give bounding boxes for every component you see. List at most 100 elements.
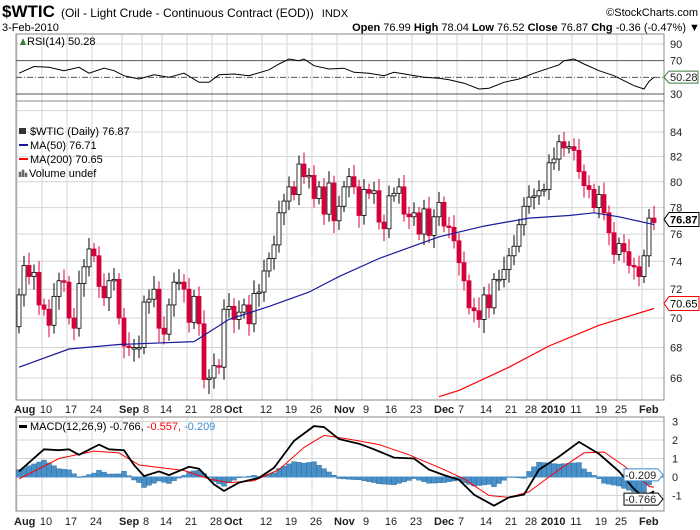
candle <box>526 185 532 214</box>
candle <box>581 164 587 198</box>
candle <box>521 197 527 236</box>
legend-ma50: MA(50) 76.71 <box>30 140 97 152</box>
candle-body <box>556 141 562 160</box>
candle <box>236 300 242 330</box>
candle <box>16 288 22 334</box>
x-tick-label: 25 <box>615 404 627 416</box>
exchange: INDX <box>322 8 349 20</box>
x-tick-label: 19 <box>285 404 297 416</box>
candle <box>66 275 72 325</box>
candle <box>46 299 52 338</box>
candle-body <box>391 192 397 197</box>
candle-body <box>611 232 617 255</box>
candle-body <box>401 186 407 215</box>
candle <box>161 316 167 345</box>
x-tick-label: 10 <box>40 516 52 528</box>
rsi-tick-label: 70 <box>670 56 682 68</box>
price-tick-label: 70 <box>670 313 682 325</box>
macd-legend-signal: -0.557, <box>147 421 181 433</box>
candle <box>311 165 317 208</box>
histogram-bar <box>426 476 432 484</box>
candle <box>561 131 567 157</box>
x-tick-label: 14 <box>160 516 172 528</box>
candle <box>226 293 232 318</box>
candle <box>486 283 492 318</box>
candle <box>51 283 57 334</box>
macd-tick-label: 3 <box>672 417 678 429</box>
candle <box>56 272 62 310</box>
candle-body <box>346 176 352 188</box>
high-value: 78.04 <box>441 22 469 34</box>
candle <box>411 202 417 226</box>
candle <box>196 286 202 336</box>
candle-body <box>206 377 212 380</box>
candle <box>431 209 437 249</box>
candle <box>366 183 372 200</box>
candle-body <box>536 190 542 197</box>
x-tick-label: Dec <box>434 404 454 416</box>
x-tick-label: Dec <box>434 516 454 528</box>
rsi-value-tag-text: 50.28 <box>670 72 698 84</box>
candle-body <box>96 255 102 287</box>
candle-body <box>46 308 52 326</box>
candle <box>86 237 92 277</box>
x-tick-label: 7 <box>458 516 464 528</box>
x-tick-label: 11 <box>570 404 581 416</box>
candle-body <box>131 347 137 350</box>
x-tick-label: 28 <box>525 404 537 416</box>
candle-body <box>276 212 282 246</box>
candle <box>566 141 572 154</box>
candle <box>501 256 507 288</box>
histogram-bar <box>66 469 72 478</box>
histogram-bar <box>391 476 397 486</box>
x-tick-label: 2010 <box>541 516 565 528</box>
volume-icon <box>18 169 28 177</box>
macd-legend-macd: -0.766, <box>109 421 143 433</box>
down-arrow-icon: ▼ <box>689 22 700 34</box>
x-tick-label: Sep <box>119 516 139 528</box>
candle <box>531 188 537 210</box>
candle-body <box>186 288 192 323</box>
candle <box>191 289 197 329</box>
candle-body <box>261 270 267 293</box>
histogram-bar <box>496 476 502 484</box>
candle-body <box>396 186 402 194</box>
histogram-bar <box>431 476 437 484</box>
x-tick-label: 19 <box>595 404 607 416</box>
candle-body <box>366 189 372 194</box>
candle <box>621 234 627 263</box>
x-tick-label: 12 <box>260 404 272 416</box>
candle-body <box>331 182 337 222</box>
macd-line <box>18 425 655 507</box>
candle-body <box>141 301 147 348</box>
candle <box>201 310 207 389</box>
candle-body <box>31 271 37 277</box>
candle-body <box>51 295 57 326</box>
candle-body <box>106 280 112 299</box>
candle-body <box>41 304 47 310</box>
x-tick-label: Nov <box>334 516 356 528</box>
candle <box>591 183 597 214</box>
x-tick-label: 9 <box>363 516 369 528</box>
histogram-bar <box>526 471 532 478</box>
histogram-bar <box>381 476 387 485</box>
price-tick-label: 74 <box>670 256 682 268</box>
candle <box>546 154 552 200</box>
candle-body <box>216 365 222 368</box>
candle-body <box>266 258 272 272</box>
candle <box>106 272 112 312</box>
candle <box>91 242 97 262</box>
candle-body <box>466 280 472 309</box>
hist-value-tag <box>623 468 664 482</box>
candle <box>326 171 332 222</box>
candle-body <box>321 186 327 215</box>
histogram-bar <box>481 476 487 486</box>
candle-body <box>231 305 237 320</box>
candle-body <box>561 141 567 149</box>
x-tick-label: 19 <box>595 516 607 528</box>
x-tick-label: 17 <box>65 404 77 416</box>
candle <box>386 185 392 238</box>
candle <box>491 273 497 315</box>
candle-body <box>81 266 87 284</box>
